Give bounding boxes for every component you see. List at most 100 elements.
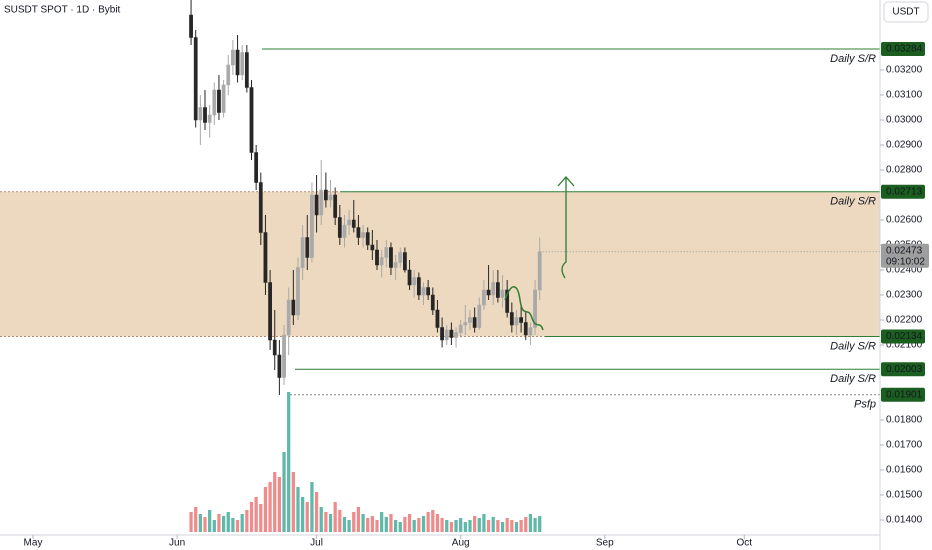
candle-body — [416, 277, 421, 296]
volume-bar — [310, 482, 314, 532]
volume-bar — [468, 520, 472, 532]
candle-body — [500, 289, 505, 298]
volume-bar — [221, 516, 226, 532]
candle-body — [277, 354, 282, 378]
candle-body — [268, 282, 272, 341]
y-tick-label: 0.03000 — [886, 115, 923, 126]
candle-body — [356, 227, 361, 238]
candle-body — [212, 89, 217, 116]
volume-bar — [254, 497, 258, 532]
volume-bar — [370, 516, 374, 532]
volume-bar — [287, 392, 291, 532]
volume-bar — [338, 510, 342, 532]
x-tick-label: Aug — [452, 538, 470, 549]
candle-body — [296, 267, 300, 316]
volume-bar — [305, 502, 309, 532]
level-note: Daily S/R — [830, 373, 876, 385]
x-tick-label: Jul — [310, 538, 323, 549]
candle-body — [305, 237, 310, 258]
projection-arrow — [557, 176, 575, 279]
candle-body — [454, 332, 458, 338]
level-note: Daily S/R — [830, 196, 876, 208]
volume-bar — [208, 510, 212, 532]
volume-bar — [249, 502, 254, 532]
volume-bar — [324, 512, 328, 532]
candle-body — [221, 84, 226, 113]
candle-body — [249, 87, 254, 153]
volume-bar — [524, 517, 528, 532]
volume-bar — [459, 518, 463, 532]
y-tick-label: 0.01800 — [886, 415, 923, 426]
candle-body — [203, 107, 207, 123]
candle-body — [375, 249, 379, 266]
candle-body — [486, 289, 491, 296]
candle-body — [342, 224, 347, 238]
volume-bar — [231, 518, 235, 532]
candle-body — [282, 334, 286, 378]
volume-bar — [384, 517, 388, 532]
candle-body — [333, 194, 338, 218]
candle-body — [314, 194, 319, 216]
candle-body — [365, 232, 370, 246]
candle-body — [319, 189, 324, 216]
currency-box[interactable] — [883, 1, 929, 23]
volume-bar — [217, 514, 221, 532]
volume-bar — [235, 520, 240, 532]
candle-body — [412, 277, 417, 286]
volume-bar — [273, 472, 277, 532]
candle-body — [514, 317, 519, 326]
volume-bar — [500, 522, 505, 532]
candle-body — [426, 287, 431, 296]
candle-body — [240, 52, 245, 76]
volume-bar — [445, 520, 449, 532]
candle-body — [291, 299, 296, 316]
volume-bar — [366, 518, 370, 532]
countdown: 09:10:02 — [886, 256, 925, 267]
volume-bar — [510, 520, 514, 532]
candle-body — [244, 52, 249, 88]
y-tick-label: 0.02100 — [886, 340, 923, 351]
candle-body — [323, 189, 328, 201]
level-note: Daily S/R — [830, 340, 876, 352]
volume-bar — [538, 516, 542, 532]
volume-bar — [301, 497, 305, 532]
y-tick-label: 0.03200 — [886, 65, 923, 76]
y-tick-label: 0.02600 — [886, 215, 923, 226]
volume-bar — [403, 517, 407, 532]
candle-body — [384, 247, 389, 258]
volume-bar — [417, 518, 421, 532]
volume-bar — [356, 507, 361, 532]
volume-bar — [514, 522, 519, 532]
x-tick-label: May — [24, 538, 43, 549]
volume-bar — [189, 512, 193, 532]
volume-bar — [259, 504, 263, 532]
volume-bar — [421, 516, 426, 532]
volume-bar — [505, 518, 509, 532]
y-tick-label: 0.02200 — [886, 315, 923, 326]
volume-bar — [314, 492, 319, 532]
volume-bar — [431, 510, 435, 532]
currency[interactable]: USDT — [892, 7, 919, 18]
level-price: 0.03284 — [886, 44, 923, 55]
volume-bar — [491, 517, 495, 532]
candle-body — [444, 329, 449, 341]
candle-body — [421, 287, 426, 296]
candle-body — [351, 219, 356, 228]
x-tick-label: Jun — [169, 538, 185, 549]
volume-bar — [328, 514, 333, 532]
volume-bar — [347, 520, 351, 532]
volume-bar — [393, 520, 398, 532]
chart-title: SUSDT SPOT · 1D · Bybit — [4, 5, 121, 16]
volume-bar — [198, 514, 202, 532]
volume-bar — [333, 502, 337, 532]
candle-body — [468, 317, 472, 323]
volume-bar — [277, 477, 282, 532]
y-tick-label: 0.01500 — [886, 490, 923, 501]
candle-body — [491, 282, 496, 296]
candle-body — [231, 49, 235, 66]
volume-bar — [375, 520, 379, 532]
volume-bar — [296, 487, 300, 532]
volume-bar — [389, 514, 393, 532]
candle-body — [407, 269, 412, 286]
